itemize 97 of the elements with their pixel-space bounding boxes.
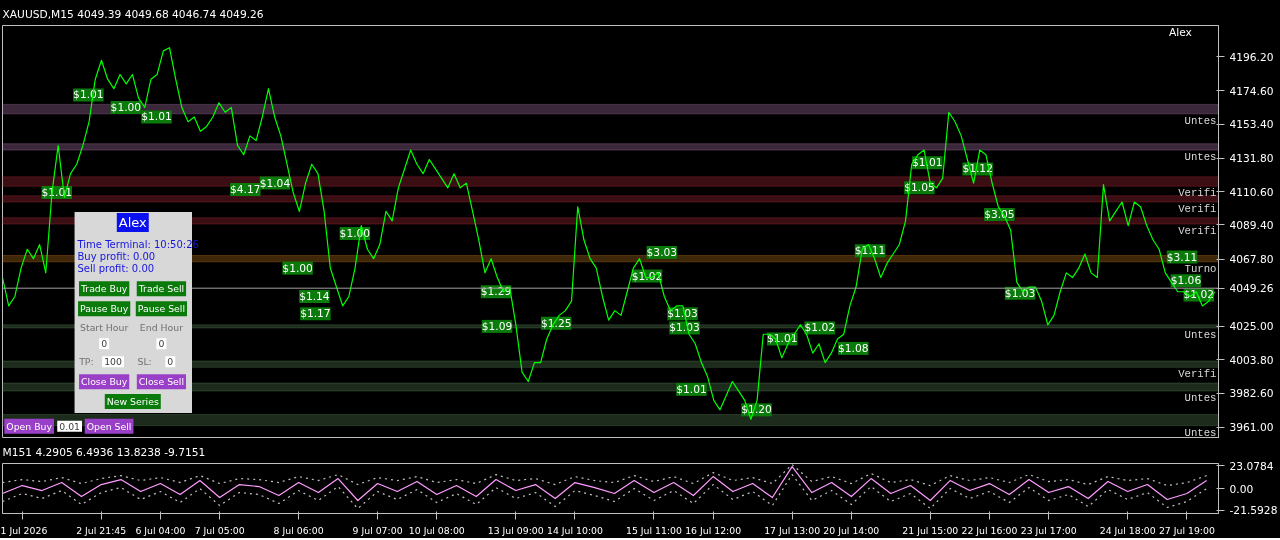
annotation: End Hour [139,322,184,334]
chart-title: XAUUSD,M15 4049.39 4049.68 4046.74 4049.26 [2,7,264,21]
x-tick-label: 6 Jul 04:00 [135,524,186,536]
annotation: $1.03 [669,321,700,335]
annotation: $3.03 [646,245,678,259]
y-tick-label: 4131.80 [1229,152,1274,166]
x-tick-label: 20 Jul 14:00 [823,524,880,536]
line-series [2,465,1208,502]
annotation: $1.17 [300,307,331,321]
annotation: 0 [101,338,108,350]
annotation: $1.05 [904,181,935,195]
band-label: Untes [1184,391,1217,404]
x-tick-label: 16 Jul 12:00 [685,524,742,536]
annotation: $1.00 [110,101,142,115]
y-tick-label: 0.00 [1229,482,1254,496]
band-label: Untes [1184,114,1217,127]
y-tick-label: 23.0784 [1229,459,1274,473]
annotation: $4.17 [230,182,261,196]
annotation: $1.25 [540,316,572,330]
annotation: $1.03 [667,307,698,321]
y-tick-label: 3961.00 [1229,421,1274,435]
x-tick-label: 8 Jul 06:00 [273,524,324,536]
annotation: SL: [137,356,152,368]
x-tick-label: 14 Jul 10:00 [547,524,603,536]
x-tick-label: 2 Jul 21:45 [76,524,127,536]
annotation: $1.11 [854,244,886,258]
band-label: Verifi [1178,368,1217,381]
annotation: TP: [78,356,94,368]
y-tick-label: 3982.60 [1229,387,1274,401]
annotation: $1.02 [804,321,836,335]
annotation: Buy profit: 0.00 [77,251,156,263]
annotation: $1.08 [838,341,869,355]
annotation: Alex [1168,25,1192,39]
band-label: Turno [1184,262,1217,275]
x-tick-label: 13 Jul 09:00 [487,524,544,536]
x-tick-label: 27 Jul 19:00 [1158,524,1215,536]
annotation: Alex [118,215,148,231]
annotation: Close Sell [138,376,185,388]
x-tick-label: 17 Jul 13:00 [764,524,821,536]
band-label: Untes [1184,426,1217,439]
x-tick-label: 21 Jul 15:00 [902,524,959,536]
annotation: 0 [158,338,165,350]
y-tick-label: 4067.80 [1229,253,1274,266]
band-label: Verifi [1178,225,1217,238]
annotation: $1.12 [962,162,993,176]
x-tick-label: 10 Jul 08:00 [408,524,465,536]
annotation: $3.11 [1166,250,1198,264]
y-tick-label: 4110.60 [1229,185,1274,199]
annotation: $1.01 [676,382,707,396]
annotation: $1.00 [282,261,314,275]
annotation: $1.04 [259,176,291,190]
x-tick-label: 7 Jul 05:00 [194,524,245,536]
y-tick-label: 4153.40 [1229,118,1274,132]
annotation: 100 [104,356,123,368]
annotation: New Series [106,396,159,408]
band-label: Untes [1184,328,1217,341]
ref-line-label: 4049.26 [1229,282,1274,296]
x-tick-label: 9 Jul 07:00 [352,524,403,536]
band-label: Verifi [1178,187,1217,200]
annotation: $1.14 [299,289,330,303]
annotation: $1.29 [480,285,512,299]
x-tick-label: 22 Jul 16:00 [961,524,1018,536]
x-tick-label: 23 Jul 17:00 [1020,524,1077,536]
band-label: Untes [1184,151,1217,164]
annotation: Close Buy [81,376,128,388]
annotation: Sell profit: 0.00 [77,263,155,275]
y-tick-label: 4025.00 [1229,320,1274,334]
band-label: Verifi [1178,203,1217,216]
line-series [2,47,1216,420]
annotation: $1.02 [1183,288,1215,302]
x-tick-label: 15 Jul 11:00 [625,524,682,536]
annotation: Pause Buy [80,303,129,315]
annotation: $1.09 [481,319,513,333]
annotation: $1.01 [912,156,943,170]
y-tick-label: 4174.60 [1229,84,1274,98]
annotation: $1.06 [1170,274,1202,288]
annotation: Pause Sell [137,303,186,315]
annotation: 0 [167,356,174,368]
annotation: $1.01 [73,88,104,102]
annotation: Open Sell [86,420,132,432]
x-tick-label: 24 Jul 18:00 [1099,524,1156,536]
annotation: 0.01 [59,420,81,432]
x-tick-label: 1 Jul 2026 [0,524,48,536]
y-tick-label: -21.5928 [1229,504,1278,518]
y-tick-label: 4089.40 [1229,218,1274,232]
annotation: $3.05 [984,208,1015,222]
annotation: Start Hour [80,322,129,334]
y-tick-label: 4196.20 [1229,50,1274,64]
annotation: Open Buy [6,420,53,432]
y-tick-label: 4003.80 [1229,353,1274,367]
annotation: $1.01 [141,110,172,124]
annotation: $1.00 [339,227,371,240]
annotation: $1.01 [766,332,798,346]
annotation: Trade Buy [79,283,128,295]
chart-title: M151 4.2905 6.4936 13.8238 -9.7151 [2,445,206,459]
annotation: Trade Sell [137,283,185,295]
annotation: $1.20 [741,403,773,417]
